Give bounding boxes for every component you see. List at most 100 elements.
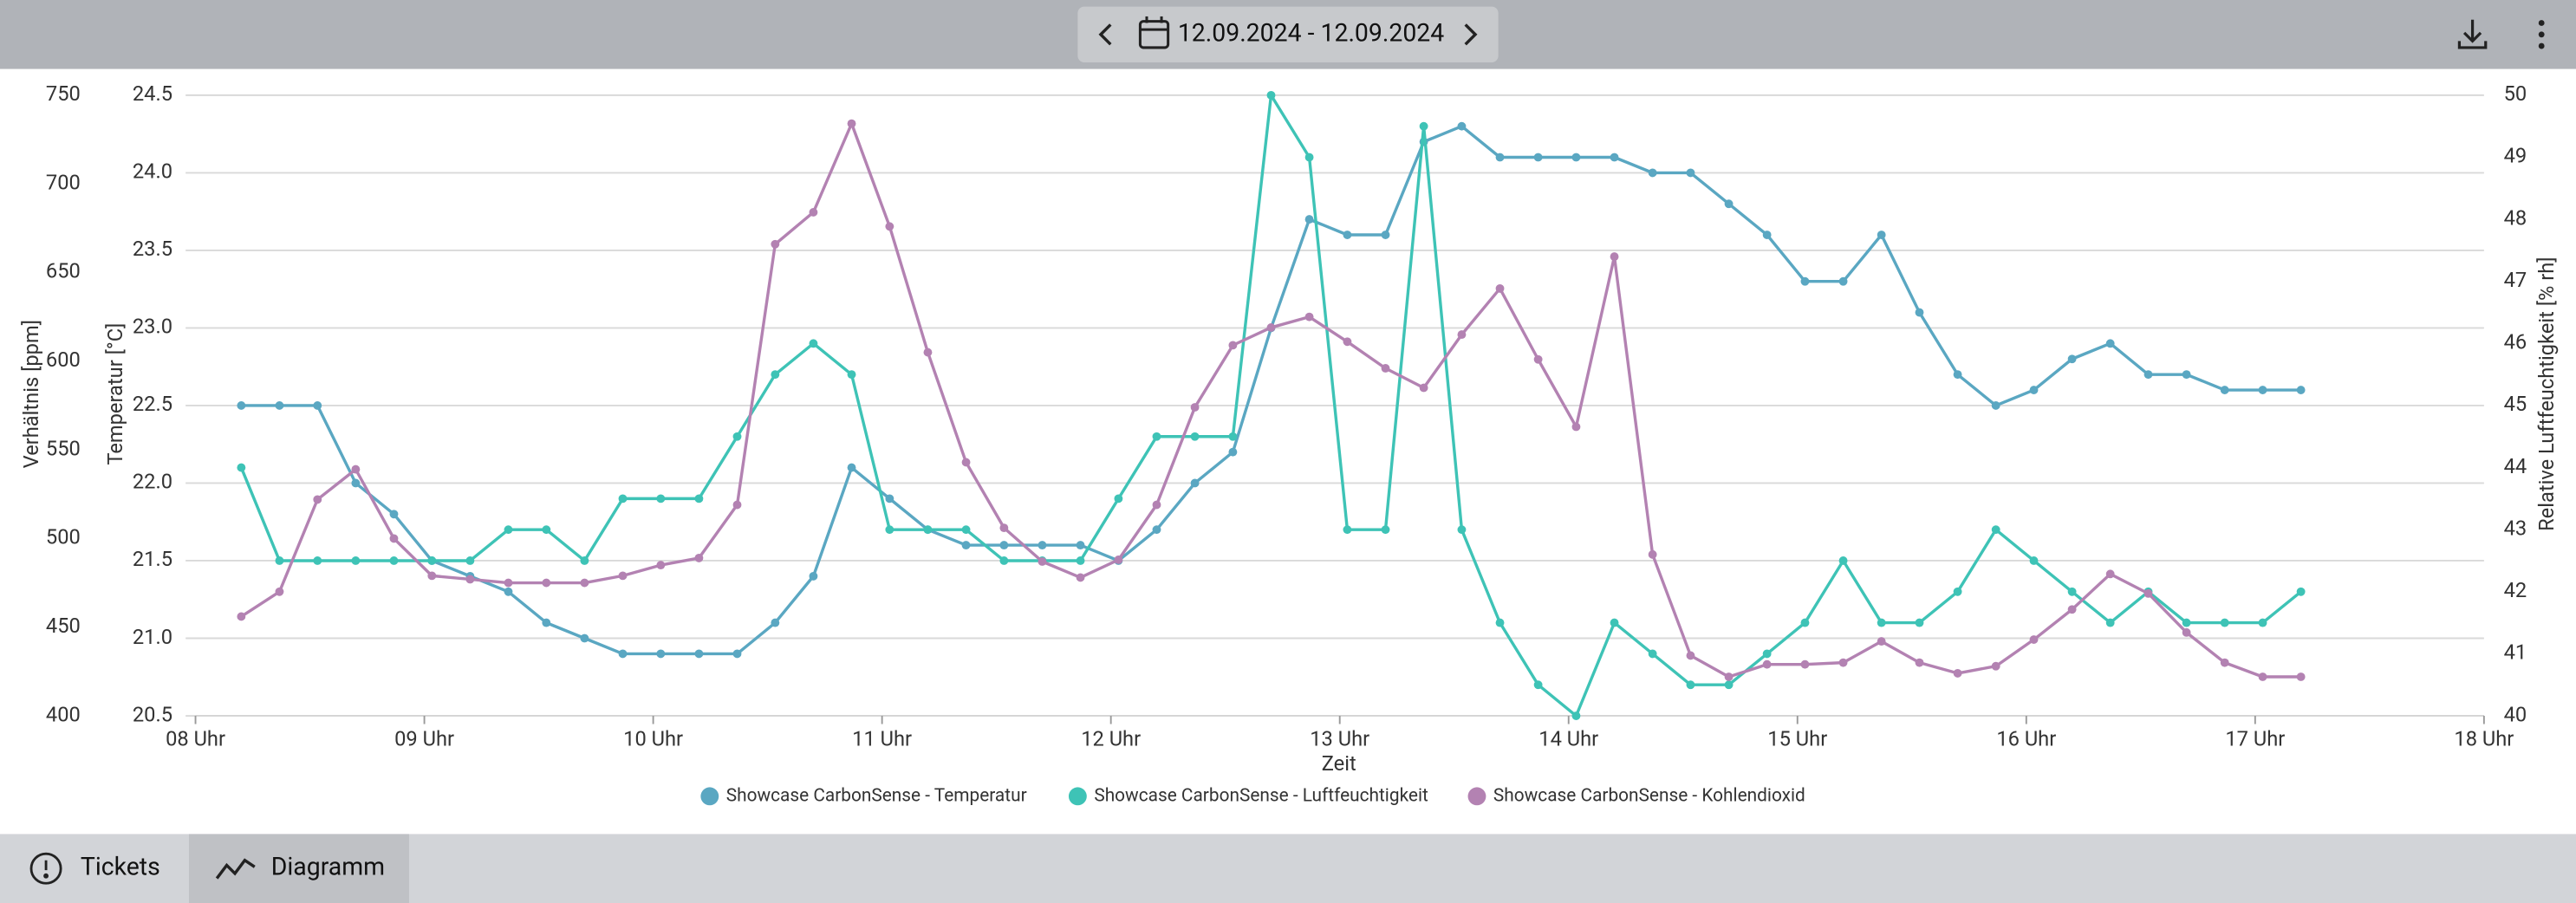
data-point	[1762, 649, 1772, 659]
prev-button[interactable]	[1098, 23, 1112, 46]
data-point	[847, 463, 856, 472]
y2-tick-label: 43	[2504, 516, 2527, 540]
data-point	[1686, 680, 1695, 690]
date-range[interactable]: 12.09.2024 - 12.09.2024	[1178, 18, 1444, 47]
data-point	[1648, 549, 1657, 559]
legend-swatch	[700, 787, 719, 806]
next-button[interactable]	[1464, 23, 1478, 46]
data-point	[885, 494, 894, 503]
data-point	[1991, 401, 2000, 410]
y3-tick-label: 750	[46, 81, 81, 106]
data-point	[656, 494, 666, 503]
data-point	[1114, 494, 1123, 503]
data-point	[732, 432, 742, 441]
data-point	[542, 618, 551, 627]
data-point	[771, 239, 780, 249]
data-point	[1038, 541, 1047, 550]
data-point	[1915, 618, 1924, 627]
data-point	[2105, 618, 2115, 627]
data-point	[351, 464, 361, 474]
data-point	[465, 556, 475, 565]
download-button[interactable]	[2457, 19, 2488, 49]
data-point	[389, 510, 399, 519]
data-point	[1991, 661, 2000, 671]
x-tick-label: 17 Uhr	[2225, 727, 2285, 751]
data-point	[427, 556, 437, 565]
data-point	[351, 478, 361, 488]
data-point	[1228, 432, 1238, 441]
x-tick-label: 11 Uhr	[852, 727, 912, 751]
data-point	[1838, 658, 1848, 667]
data-point	[1076, 541, 1085, 550]
data-point	[999, 556, 1009, 565]
data-point	[1190, 432, 1200, 441]
data-point	[1190, 403, 1200, 412]
data-point	[1495, 153, 1505, 162]
data-point	[885, 525, 894, 535]
data-point	[1381, 525, 1390, 535]
data-point	[1915, 658, 1924, 667]
data-point	[923, 348, 933, 357]
y-tick-label: 24.0	[133, 159, 172, 184]
data-point	[618, 494, 628, 503]
data-point	[2258, 618, 2267, 627]
tab-tickets[interactable]: Tickets	[81, 853, 160, 881]
x-tick-label: 15 Uhr	[1767, 727, 1827, 751]
data-point	[1381, 364, 1390, 373]
y3-axis-label: Verhältnis [ppm]	[19, 320, 43, 468]
data-point	[1228, 341, 1238, 350]
data-point	[1343, 231, 1352, 239]
data-point	[999, 523, 1009, 533]
data-point	[732, 500, 742, 510]
data-point	[237, 612, 246, 621]
x-axis-label: Zeit	[1322, 751, 1356, 776]
series-line	[241, 124, 2301, 656]
data-point	[1648, 649, 1657, 659]
legend-swatch	[1068, 787, 1087, 806]
data-point	[313, 556, 322, 565]
data-point	[1266, 322, 1276, 332]
data-point	[1724, 680, 1734, 690]
data-point	[275, 556, 284, 565]
data-point	[1877, 618, 1886, 627]
tab-diagramm[interactable]: Diagramm	[271, 853, 385, 881]
y2-tick-label: 41	[2504, 640, 2527, 665]
data-point	[1953, 370, 1962, 380]
data-point	[2258, 386, 2267, 394]
y2-tick-label: 45	[2504, 392, 2527, 416]
data-point	[694, 649, 704, 659]
menu-button[interactable]	[2538, 20, 2545, 49]
y3-tick-label: 400	[46, 702, 81, 726]
legend-label: Showcase CarbonSense - Luftfeuchtigkeit	[1094, 785, 1428, 806]
data-point	[389, 534, 399, 543]
y2-tick-label: 47	[2504, 268, 2527, 292]
data-point	[2067, 605, 2077, 614]
y3-tick-label: 500	[46, 525, 81, 549]
data-point	[2182, 370, 2191, 380]
data-point	[618, 571, 628, 581]
legend-label: Showcase CarbonSense - Kohlendioxid	[1493, 785, 1805, 806]
y3-tick-label: 650	[46, 259, 81, 283]
data-point	[237, 463, 246, 472]
data-point	[809, 571, 818, 581]
data-point	[275, 587, 284, 596]
data-point	[1152, 500, 1161, 510]
data-point	[1266, 90, 1276, 100]
data-point	[1800, 276, 1810, 286]
data-point	[1495, 283, 1505, 293]
y2-tick-label: 49	[2504, 144, 2527, 168]
data-point	[1228, 447, 1238, 457]
y-tick-label: 23.0	[133, 315, 172, 339]
data-point	[1877, 637, 1886, 646]
data-point	[847, 370, 856, 380]
x-tick-label: 10 Uhr	[623, 727, 683, 751]
data-point	[1533, 153, 1543, 162]
data-point	[961, 541, 971, 550]
data-point	[2258, 672, 2267, 681]
data-point	[847, 119, 856, 128]
data-point	[771, 618, 780, 627]
data-point	[2105, 339, 2115, 348]
data-point	[580, 556, 589, 565]
date-picker[interactable]	[1077, 6, 1499, 62]
